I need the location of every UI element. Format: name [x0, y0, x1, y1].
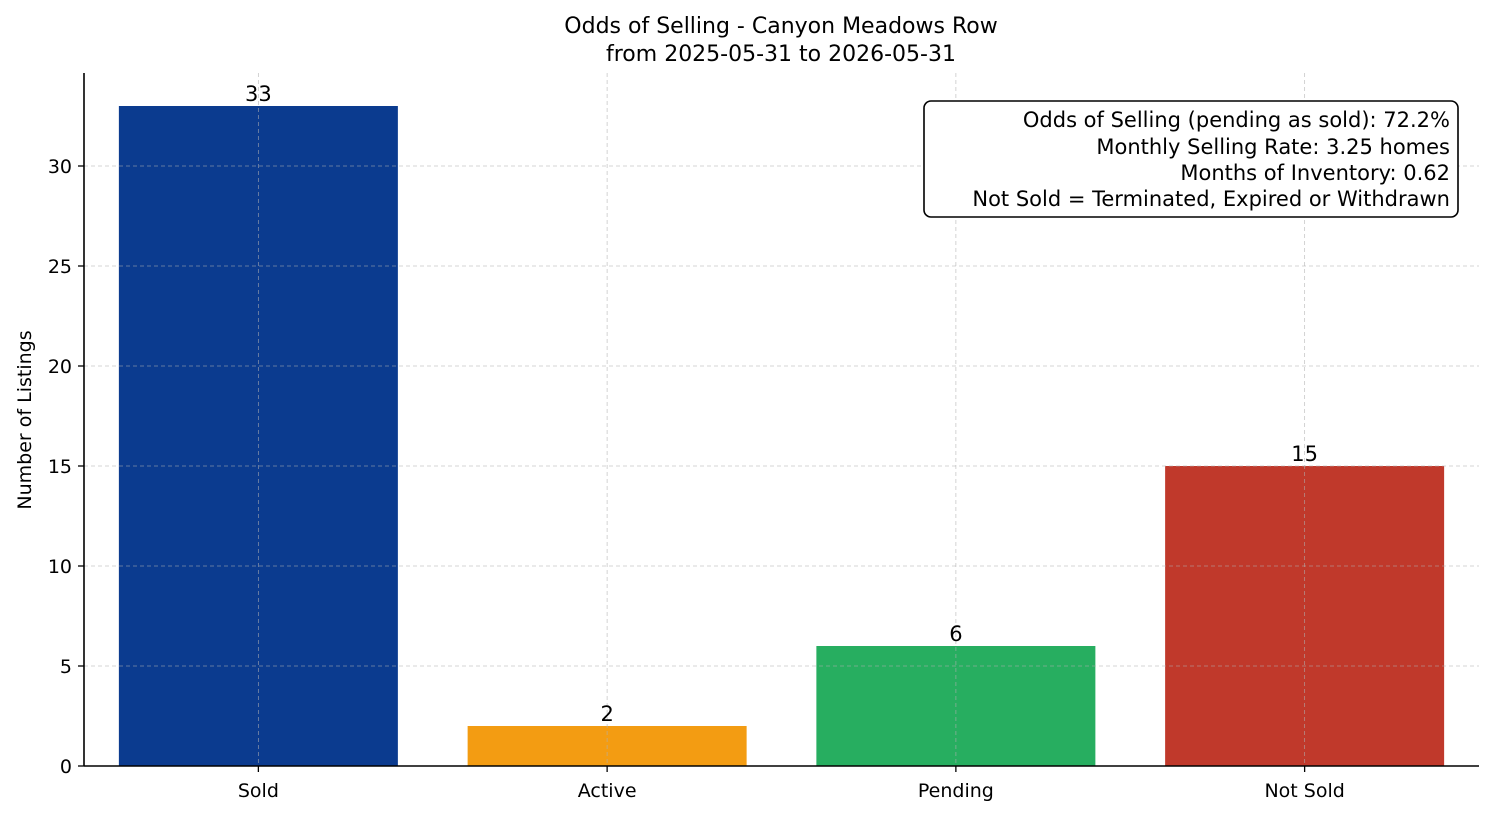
- x-tick-label: Pending: [918, 780, 994, 802]
- annotation-line: Months of Inventory: 0.62: [1180, 161, 1450, 185]
- axes: 0 5 10 15 20 25 30 Sold Active Pending Not Sold: [48, 73, 1479, 802]
- y-axis-label: Number of Listings: [14, 330, 36, 509]
- annotation-line: Odds of Selling (pending as sold): 72.2%: [1023, 108, 1450, 132]
- y-tick-label: 30: [48, 156, 72, 178]
- annotation-line: Monthly Selling Rate: 3.25 homes: [1096, 135, 1450, 159]
- x-tick-label: Not Sold: [1264, 780, 1344, 802]
- y-tick-label: 20: [48, 356, 72, 378]
- chart-title: Odds of Selling - Canyon Meadows Row: [564, 14, 997, 39]
- x-tick-label: Active: [578, 780, 637, 802]
- bar-value-label: 2: [600, 702, 613, 726]
- bar-value-label: 33: [245, 82, 272, 106]
- y-tick-label: 10: [48, 556, 72, 578]
- x-tick-label: Sold: [238, 780, 279, 802]
- data-labels: 33 2 6 15: [245, 82, 1318, 726]
- bar-sold: [118, 106, 398, 766]
- annotation-box: Odds of Selling (pending as sold): 72.2%…: [923, 100, 1459, 218]
- chart-subtitle: from 2025-05-31 to 2026-05-31: [606, 42, 956, 67]
- y-tick-label: 25: [48, 256, 72, 278]
- bar-value-label: 6: [949, 622, 962, 646]
- bar-value-label: 15: [1291, 442, 1318, 466]
- y-tick-label: 5: [60, 656, 72, 678]
- annotation-frame: [923, 100, 1459, 218]
- y-tick-label: 0: [60, 756, 72, 778]
- y-tick-label: 15: [48, 456, 72, 478]
- annotation-line: Not Sold = Terminated, Expired or Withdr…: [972, 187, 1450, 211]
